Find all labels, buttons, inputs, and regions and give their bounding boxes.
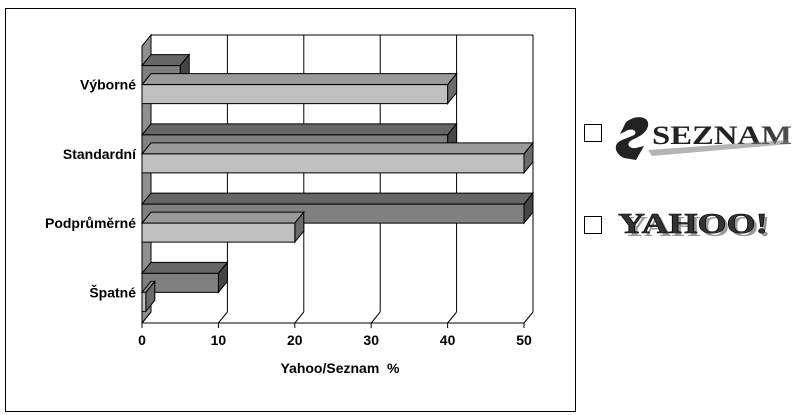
yahoo-logo-text: YAHOO! xyxy=(618,209,768,240)
bar-top-face xyxy=(140,73,458,86)
gridline-floor xyxy=(218,311,228,324)
category-label: Standardní xyxy=(63,146,137,162)
bar-top-face xyxy=(140,211,305,224)
gridline-floor xyxy=(523,311,534,324)
x-axis-title: Yahoo/Seznam % xyxy=(280,360,400,376)
x-tick-label: 20 xyxy=(287,332,303,348)
bar xyxy=(141,222,296,243)
x-tick-label: 10 xyxy=(211,332,227,348)
bar xyxy=(141,84,449,105)
legend-swatch-seznam xyxy=(584,124,602,142)
gridline-floor xyxy=(370,311,381,324)
bar-top-face xyxy=(140,142,535,155)
x-tick-label: 0 xyxy=(138,332,146,348)
bar-top-face xyxy=(140,261,229,274)
x-tick-label: 40 xyxy=(440,332,456,348)
bar-top-face xyxy=(140,123,458,136)
bar xyxy=(141,153,525,174)
bar-top-face xyxy=(140,192,535,205)
plot-frame xyxy=(5,8,576,412)
x-tick-label: 50 xyxy=(516,332,532,348)
gridline-floor xyxy=(447,311,457,324)
gridline-floor xyxy=(294,311,305,324)
legend-yahoo: YAHOO! YAHOO! xyxy=(584,196,794,260)
x-tick-label: 30 xyxy=(363,332,379,348)
legend-swatch-yahoo xyxy=(584,216,602,234)
yahoo-logo: YAHOO! YAHOO! xyxy=(618,209,771,243)
seznam-logo: SEZNAM xyxy=(615,117,792,160)
category-label: Výborné xyxy=(80,77,136,93)
yahoo-logo-shadow: YAHOO! xyxy=(621,212,771,243)
bar xyxy=(141,272,219,293)
category-label: Podprůměrné xyxy=(45,215,136,231)
category-label: Špatné xyxy=(89,283,136,300)
legend-seznam: SEZNAM xyxy=(584,104,794,168)
plot-back-wall xyxy=(151,35,533,312)
bar xyxy=(141,291,147,312)
